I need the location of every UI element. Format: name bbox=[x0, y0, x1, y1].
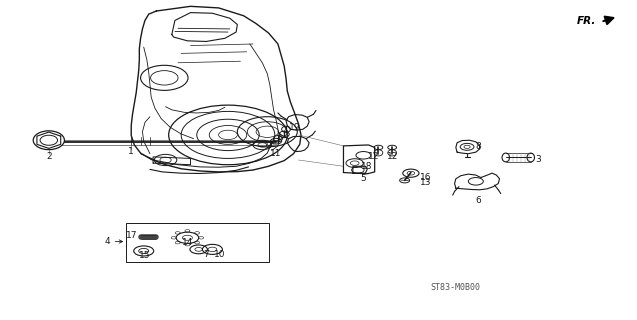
Text: 17: 17 bbox=[126, 231, 138, 240]
Text: 9: 9 bbox=[265, 141, 271, 150]
Text: 12: 12 bbox=[387, 152, 398, 161]
Text: 16: 16 bbox=[420, 173, 431, 182]
Text: 1: 1 bbox=[128, 147, 134, 156]
Text: ST83-M0B00: ST83-M0B00 bbox=[431, 283, 481, 292]
Text: 18: 18 bbox=[361, 162, 373, 171]
Ellipse shape bbox=[33, 131, 64, 150]
Text: FR.: FR. bbox=[577, 16, 596, 26]
Text: 3: 3 bbox=[536, 156, 541, 164]
Text: 10: 10 bbox=[213, 250, 225, 259]
Text: 8: 8 bbox=[476, 142, 482, 151]
Text: 13: 13 bbox=[420, 178, 431, 187]
Text: 11: 11 bbox=[269, 149, 281, 158]
Text: 14: 14 bbox=[182, 238, 194, 247]
Bar bbox=[126, 223, 269, 262]
Text: 6: 6 bbox=[476, 196, 482, 205]
Text: 7: 7 bbox=[204, 250, 210, 259]
Text: 4: 4 bbox=[104, 237, 110, 246]
Text: 12: 12 bbox=[368, 152, 379, 161]
Text: 2: 2 bbox=[46, 152, 52, 161]
Text: 19: 19 bbox=[289, 123, 300, 132]
Text: 15: 15 bbox=[140, 251, 151, 260]
Text: 5: 5 bbox=[361, 174, 366, 183]
